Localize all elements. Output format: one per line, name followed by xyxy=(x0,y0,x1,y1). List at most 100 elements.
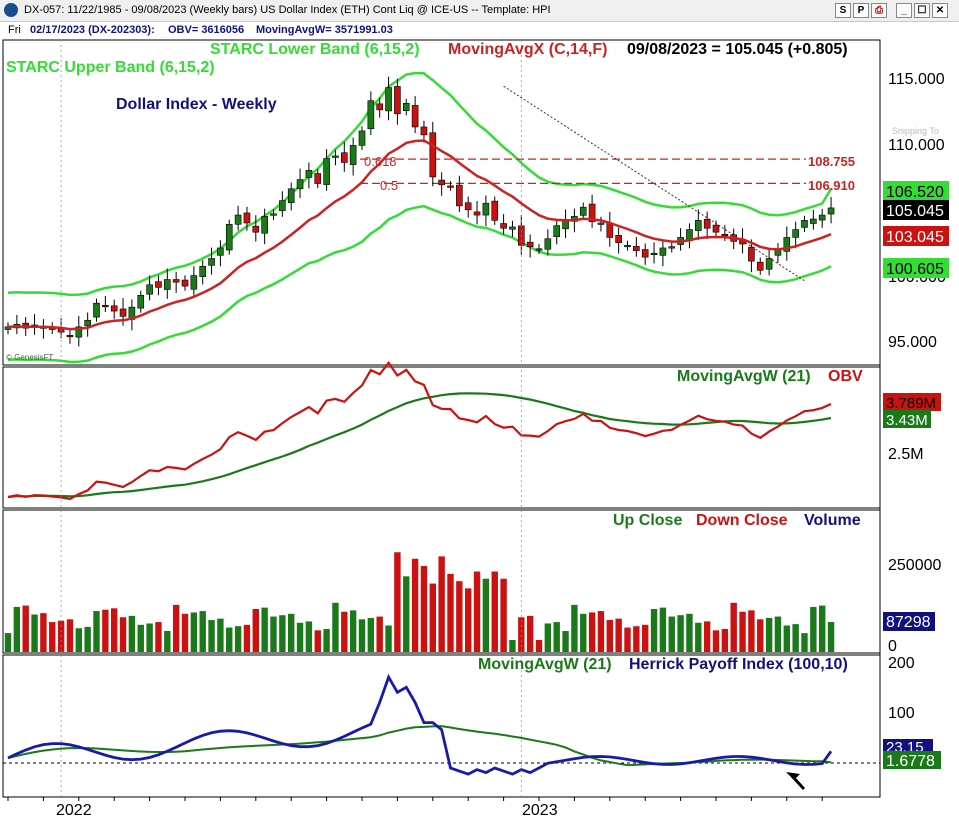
candle-body xyxy=(217,247,224,256)
volume-bar xyxy=(93,611,100,652)
volume-bar xyxy=(49,622,56,652)
candle-body xyxy=(818,214,826,221)
badge-hpi-ma: 1.6778 xyxy=(886,753,935,770)
volume-bar xyxy=(518,617,525,652)
candle-body xyxy=(296,179,304,190)
volume-bar xyxy=(553,622,560,652)
s-button[interactable]: S xyxy=(835,3,851,18)
p-button[interactable]: P xyxy=(853,3,869,18)
volume-bar xyxy=(810,606,817,652)
candle-body xyxy=(93,302,100,318)
candle-body xyxy=(385,87,392,112)
volume-bar xyxy=(111,608,118,652)
starc-upper-line xyxy=(7,71,833,297)
candle-body xyxy=(137,294,145,309)
volume-tick: 250000 xyxy=(888,557,941,574)
maximize-button[interactable]: ☐ xyxy=(914,3,930,18)
candle-body xyxy=(420,126,428,136)
x-label-2023: 2023 xyxy=(522,802,558,819)
fib-618-label: 0.618 xyxy=(364,154,397,169)
badge-lower: 100.605 xyxy=(886,261,944,278)
candle-body xyxy=(270,213,277,216)
badge-obv-bg xyxy=(883,393,941,411)
volume-bar xyxy=(84,626,91,652)
candle-body xyxy=(694,220,702,231)
candle-body xyxy=(402,103,410,111)
volume-bar xyxy=(730,602,737,652)
volume-bar xyxy=(190,612,198,652)
print-button[interactable]: ⎙ xyxy=(871,3,887,18)
fib-5-value: 106.910 xyxy=(808,178,855,193)
candle-body xyxy=(66,334,74,338)
volume-bar xyxy=(394,552,401,652)
candle-body xyxy=(748,246,755,262)
candle-body xyxy=(456,184,463,207)
candle-body xyxy=(783,237,791,252)
candle-body xyxy=(641,249,649,258)
close-button[interactable]: ✕ xyxy=(932,3,948,18)
volume-bar xyxy=(571,604,578,652)
candle-body xyxy=(367,100,375,130)
volume-bar xyxy=(650,609,658,652)
legend-starc-lower: STARC Lower Band (6,15,2) xyxy=(210,41,420,58)
volume-bar xyxy=(376,616,383,652)
volume-bar xyxy=(420,566,428,652)
copyright-text: © GenesisFT xyxy=(6,353,53,362)
volume-bar xyxy=(234,626,242,652)
fib-618-value: 108.755 xyxy=(808,154,855,169)
legend-obv-ma: MovingAvgW (21) xyxy=(677,368,811,385)
candle-body xyxy=(579,206,587,216)
badge-last: 105.045 xyxy=(886,203,944,220)
minimize-button[interactable]: _ xyxy=(896,3,912,18)
candle-body xyxy=(712,224,720,233)
volume-bar xyxy=(633,626,640,652)
volume-bar xyxy=(429,583,436,652)
obv-ma-line xyxy=(7,392,832,499)
volume-bar xyxy=(659,607,667,652)
volume-bar xyxy=(323,628,330,652)
legend-hpi-ma: MovingAvgW (21) xyxy=(478,656,612,673)
candle-body xyxy=(650,252,658,256)
candle-body xyxy=(349,145,357,165)
candle-body xyxy=(358,130,366,146)
volume-bar xyxy=(597,611,605,652)
candle-body xyxy=(500,223,507,229)
volume-bar xyxy=(562,631,569,652)
candle-body xyxy=(827,207,835,215)
volume-bar xyxy=(695,622,702,652)
candle-body xyxy=(164,279,171,290)
candle-body xyxy=(668,246,676,249)
obv-panel xyxy=(7,361,832,501)
legend-hpi: Herrick Payoff Index (100,10) xyxy=(629,656,848,673)
candle-body xyxy=(394,86,401,115)
volume-bar xyxy=(13,606,21,652)
badge-volume-bg xyxy=(883,612,935,631)
badge-hpi-bg xyxy=(883,739,933,754)
candle-body xyxy=(703,218,711,229)
volume-panel xyxy=(4,552,835,652)
candle-body xyxy=(75,326,83,338)
info-date: 02/17/2023 (DX-202303): xyxy=(30,24,155,36)
price-panel xyxy=(4,71,835,364)
volume-bar xyxy=(757,619,764,652)
volume-bar xyxy=(819,605,826,652)
panel-frames xyxy=(2,39,881,798)
volume-bar xyxy=(473,571,481,652)
badge-last-bg xyxy=(883,200,949,220)
badge-upper: 106.520 xyxy=(886,184,944,201)
volume-bar xyxy=(181,613,189,652)
candle-body xyxy=(526,241,534,247)
candle-body xyxy=(810,218,817,224)
volume-bar xyxy=(411,558,419,652)
volume-bar xyxy=(367,617,375,652)
legend-obv: OBV xyxy=(828,368,863,385)
volume-bar xyxy=(792,624,799,652)
candle-body xyxy=(411,105,419,128)
candle-body xyxy=(208,258,215,266)
volume-bar xyxy=(208,620,215,652)
info-obv: OBV= 3616056 xyxy=(168,24,245,36)
candle-body xyxy=(234,214,242,225)
volume-bar xyxy=(491,571,498,652)
candle-body xyxy=(509,226,516,230)
